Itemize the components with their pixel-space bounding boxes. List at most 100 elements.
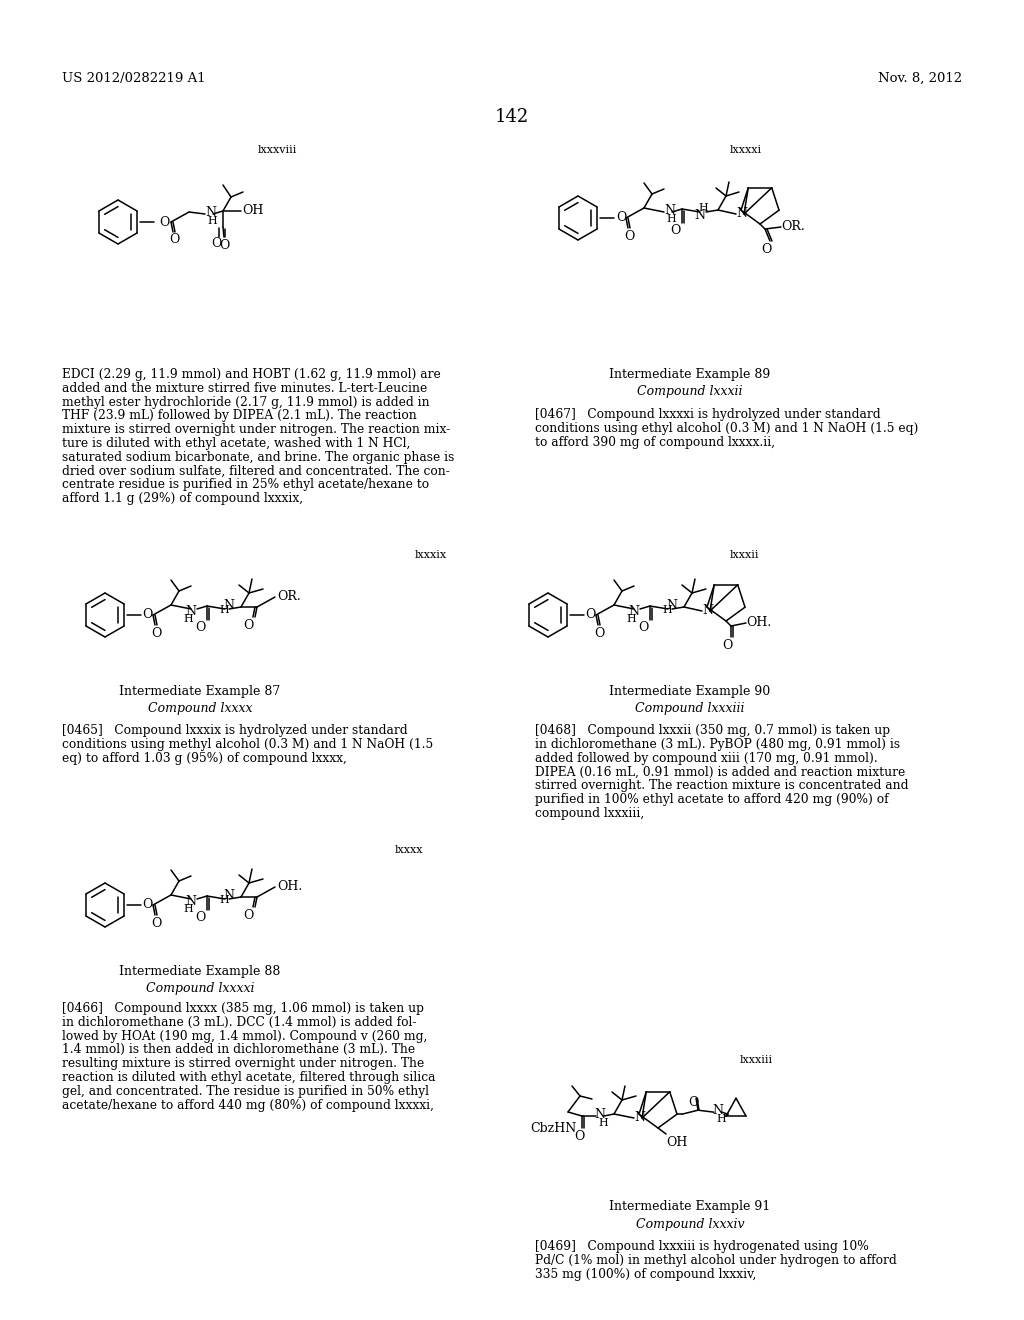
- Text: US 2012/0282219 A1: US 2012/0282219 A1: [62, 73, 206, 84]
- Text: Compound lxxxiii: Compound lxxxiii: [635, 702, 744, 715]
- Text: O: O: [574, 1130, 585, 1143]
- Text: H: H: [666, 214, 676, 224]
- Text: DIPEA (0.16 mL, 0.91 mmol) is added and reaction mixture: DIPEA (0.16 mL, 0.91 mmol) is added and …: [535, 766, 905, 779]
- Text: O: O: [616, 211, 627, 224]
- Text: N: N: [594, 1107, 605, 1121]
- Text: H: H: [219, 895, 228, 906]
- Text: to afford 390 mg of compound lxxxx.ii,: to afford 390 mg of compound lxxxx.ii,: [535, 436, 775, 449]
- Text: mixture is stirred overnight under nitrogen. The reaction mix-: mixture is stirred overnight under nitro…: [62, 424, 451, 436]
- Text: compound lxxxiii,: compound lxxxiii,: [535, 807, 644, 820]
- Text: 1.4 mmol) is then added in dichloromethane (3 mL). The: 1.4 mmol) is then added in dichlorometha…: [62, 1043, 415, 1056]
- Text: N: N: [666, 599, 677, 612]
- Text: Intermediate Example 91: Intermediate Example 91: [609, 1200, 771, 1213]
- Text: in dichloromethane (3 mL). PyBOP (480 mg, 0.91 mmol) is: in dichloromethane (3 mL). PyBOP (480 mg…: [535, 738, 900, 751]
- Text: Nov. 8, 2012: Nov. 8, 2012: [878, 73, 962, 84]
- Text: lxxxx: lxxxx: [395, 845, 424, 855]
- Text: N: N: [628, 605, 639, 618]
- Text: O: O: [142, 898, 153, 911]
- Text: O: O: [638, 620, 648, 634]
- Text: lxxxiii: lxxxiii: [740, 1055, 773, 1065]
- Text: gel, and concentrated. The residue is purified in 50% ethyl: gel, and concentrated. The residue is pu…: [62, 1085, 429, 1098]
- Text: N: N: [205, 206, 216, 219]
- Text: N: N: [664, 205, 675, 216]
- Text: lowed by HOAt (190 mg, 1.4 mmol). Compound v (260 mg,: lowed by HOAt (190 mg, 1.4 mmol). Compou…: [62, 1030, 427, 1043]
- Text: O: O: [219, 239, 229, 252]
- Text: H: H: [219, 605, 228, 615]
- Text: purified in 100% ethyl acetate to afford 420 mg (90%) of: purified in 100% ethyl acetate to afford…: [535, 793, 889, 807]
- Text: H: H: [207, 216, 217, 226]
- Text: Intermediate Example 88: Intermediate Example 88: [120, 965, 281, 978]
- Text: O: O: [169, 234, 179, 246]
- Text: O: O: [243, 619, 253, 632]
- Text: EDCI (2.29 g, 11.9 mmol) and HOBT (1.62 g, 11.9 mmol) are: EDCI (2.29 g, 11.9 mmol) and HOBT (1.62 …: [62, 368, 440, 381]
- Text: OH.: OH.: [746, 616, 771, 630]
- Text: Intermediate Example 87: Intermediate Example 87: [120, 685, 281, 698]
- Text: Intermediate Example 89: Intermediate Example 89: [609, 368, 771, 381]
- Text: conditions using ethyl alcohol (0.3 M) and 1 N NaOH (1.5 eq): conditions using ethyl alcohol (0.3 M) a…: [535, 422, 919, 434]
- Text: OH: OH: [666, 1137, 687, 1148]
- Text: saturated sodium bicarbonate, and brine. The organic phase is: saturated sodium bicarbonate, and brine.…: [62, 451, 455, 463]
- Text: CbzHN: CbzHN: [530, 1122, 577, 1135]
- Text: [0468]   Compound lxxxii (350 mg, 0.7 mmol) is taken up: [0468] Compound lxxxii (350 mg, 0.7 mmol…: [535, 723, 890, 737]
- Text: Compound lxxxiv: Compound lxxxiv: [636, 1218, 744, 1232]
- Text: N: N: [702, 605, 713, 616]
- Text: H: H: [183, 904, 193, 913]
- Text: reaction is diluted with ethyl acetate, filtered through silica: reaction is diluted with ethyl acetate, …: [62, 1071, 435, 1084]
- Text: eq) to afford 1.03 g (95%) of compound lxxxx,: eq) to afford 1.03 g (95%) of compound l…: [62, 751, 347, 764]
- Text: OH.: OH.: [278, 880, 302, 894]
- Text: H: H: [698, 203, 708, 213]
- Text: O: O: [151, 917, 162, 931]
- Text: N: N: [712, 1105, 723, 1117]
- Text: lxxxii: lxxxii: [730, 550, 760, 560]
- Text: acetate/hexane to afford 440 mg (80%) of compound lxxxxi,: acetate/hexane to afford 440 mg (80%) of…: [62, 1098, 434, 1111]
- Text: added followed by compound xiii (170 mg, 0.91 mmol).: added followed by compound xiii (170 mg,…: [535, 751, 878, 764]
- Text: O: O: [585, 609, 595, 620]
- Text: dried over sodium sulfate, filtered and concentrated. The con-: dried over sodium sulfate, filtered and …: [62, 465, 450, 478]
- Text: stirred overnight. The reaction mixture is concentrated and: stirred overnight. The reaction mixture …: [535, 779, 908, 792]
- Text: N: N: [736, 207, 746, 220]
- Text: 335 mg (100%) of compound lxxxiv,: 335 mg (100%) of compound lxxxiv,: [535, 1267, 757, 1280]
- Text: 142: 142: [495, 108, 529, 125]
- Text: [0469]   Compound lxxxiii is hydrogenated using 10%: [0469] Compound lxxxiii is hydrogenated …: [535, 1239, 868, 1253]
- Text: O: O: [151, 627, 162, 640]
- Text: [0465]   Compound lxxxix is hydrolyzed under standard: [0465] Compound lxxxix is hydrolyzed und…: [62, 723, 408, 737]
- Text: THF (23.9 mL) followed by DIPEA (2.1 mL). The reaction: THF (23.9 mL) followed by DIPEA (2.1 mL)…: [62, 409, 417, 422]
- Text: O: O: [211, 238, 221, 249]
- Text: H: H: [716, 1114, 726, 1125]
- Text: OR.: OR.: [278, 590, 301, 603]
- Text: O: O: [159, 216, 169, 228]
- Text: lxxxix: lxxxix: [415, 550, 447, 560]
- Text: N: N: [185, 605, 196, 618]
- Text: O: O: [722, 639, 732, 652]
- Text: O: O: [142, 609, 153, 620]
- Text: N: N: [634, 1111, 645, 1125]
- Text: methyl ester hydrochloride (2.17 g, 11.9 mmol) is added in: methyl ester hydrochloride (2.17 g, 11.9…: [62, 396, 430, 409]
- Text: O: O: [195, 911, 206, 924]
- Text: O: O: [594, 627, 604, 640]
- Text: H: H: [626, 614, 636, 624]
- Text: N: N: [223, 888, 234, 902]
- Text: N: N: [223, 599, 234, 612]
- Text: ture is diluted with ethyl acetate, washed with 1 N HCl,: ture is diluted with ethyl acetate, wash…: [62, 437, 411, 450]
- Text: afford 1.1 g (29%) of compound lxxxix,: afford 1.1 g (29%) of compound lxxxix,: [62, 492, 303, 506]
- Text: N: N: [185, 895, 196, 908]
- Text: conditions using methyl alcohol (0.3 M) and 1 N NaOH (1.5: conditions using methyl alcohol (0.3 M) …: [62, 738, 433, 751]
- Text: in dichloromethane (3 mL). DCC (1.4 mmol) is added fol-: in dichloromethane (3 mL). DCC (1.4 mmol…: [62, 1016, 417, 1028]
- Text: Intermediate Example 90: Intermediate Example 90: [609, 685, 771, 698]
- Text: [0467]   Compound lxxxxi is hydrolyzed under standard: [0467] Compound lxxxxi is hydrolyzed und…: [535, 408, 881, 421]
- Text: Compound lxxxx: Compound lxxxx: [147, 702, 252, 715]
- Text: lxxxviii: lxxxviii: [258, 145, 297, 154]
- Text: O: O: [624, 230, 635, 243]
- Text: centrate residue is purified in 25% ethyl acetate/hexane to: centrate residue is purified in 25% ethy…: [62, 478, 429, 491]
- Text: resulting mixture is stirred overnight under nitrogen. The: resulting mixture is stirred overnight u…: [62, 1057, 424, 1071]
- Text: O: O: [670, 224, 680, 238]
- Text: OH: OH: [242, 205, 263, 216]
- Text: O: O: [688, 1096, 698, 1109]
- Text: O: O: [761, 243, 771, 256]
- Text: OR.: OR.: [781, 220, 805, 234]
- Text: H: H: [183, 614, 193, 624]
- Text: H: H: [598, 1118, 608, 1129]
- Text: Compound lxxxxi: Compound lxxxxi: [145, 982, 254, 995]
- Text: added and the mixture stirred five minutes. L-tert-Leucine: added and the mixture stirred five minut…: [62, 381, 427, 395]
- Text: lxxxxi: lxxxxi: [730, 145, 762, 154]
